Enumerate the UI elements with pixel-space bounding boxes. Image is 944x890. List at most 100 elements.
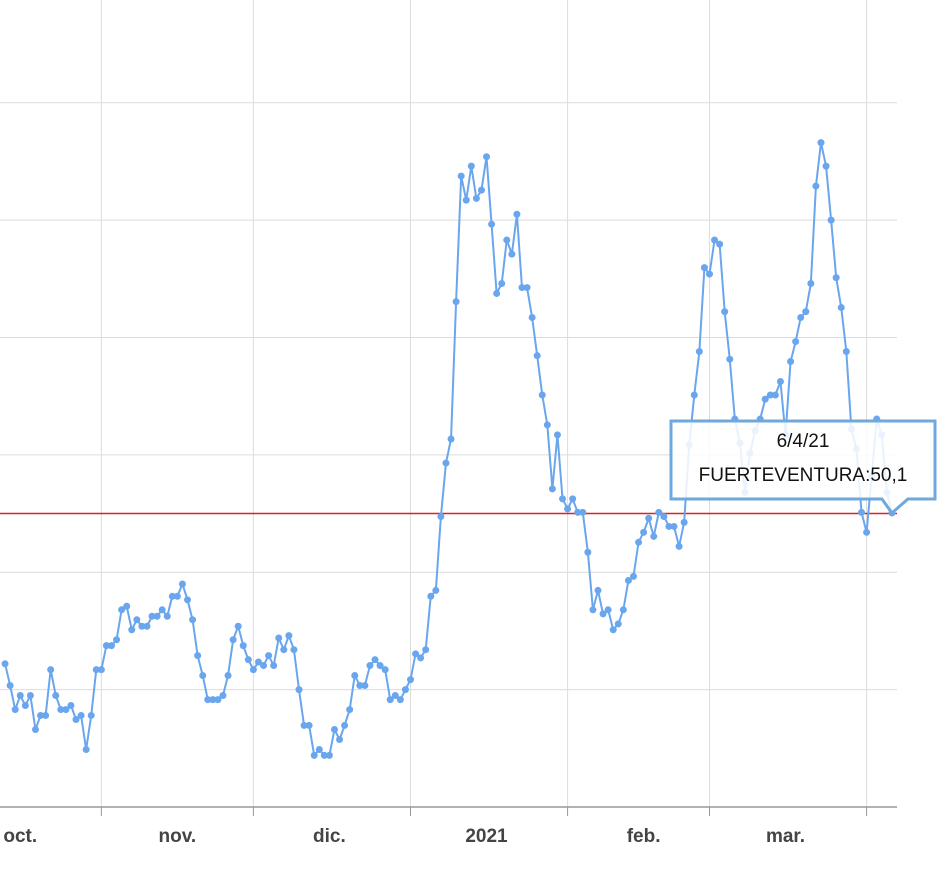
data-point <box>670 522 678 530</box>
data-point <box>533 352 541 360</box>
data-point <box>224 672 232 680</box>
data-point <box>239 642 247 650</box>
data-point <box>599 610 607 618</box>
data-point <box>87 711 95 719</box>
data-point <box>493 289 501 297</box>
data-point <box>178 580 186 588</box>
x-tick-label: nov. <box>159 826 197 847</box>
data-point <box>660 512 668 520</box>
data-point <box>675 542 683 550</box>
data-point <box>548 485 556 493</box>
data-point <box>356 682 364 690</box>
data-point <box>629 572 637 580</box>
data-point <box>249 666 257 674</box>
data-point <box>163 612 171 620</box>
data-point <box>579 508 587 516</box>
data-point <box>614 620 622 628</box>
data-point <box>523 284 531 292</box>
data-point <box>837 304 845 312</box>
data-point <box>97 666 105 674</box>
data-point <box>645 514 653 522</box>
data-point <box>477 186 485 194</box>
data-point <box>776 377 784 385</box>
data-point <box>574 508 582 516</box>
data-point <box>624 576 632 584</box>
data-point <box>315 745 323 753</box>
data-point <box>102 642 110 650</box>
data-point <box>503 236 511 244</box>
data-point <box>812 182 820 190</box>
data-point <box>107 642 115 650</box>
data-point <box>92 666 100 674</box>
data-point <box>538 391 546 399</box>
data-point <box>229 636 237 644</box>
data-point <box>822 162 830 170</box>
data-point <box>447 435 455 443</box>
data-point <box>285 632 293 640</box>
data-point <box>153 612 161 620</box>
data-point <box>832 274 840 282</box>
data-point <box>665 522 673 530</box>
data-point <box>62 706 70 714</box>
data-point <box>209 696 217 704</box>
data-point <box>280 646 288 654</box>
data-point <box>705 270 713 278</box>
data-point <box>158 606 166 614</box>
data-point <box>82 745 90 753</box>
data-point <box>123 602 131 610</box>
data-point <box>325 751 333 759</box>
data-point <box>761 395 769 403</box>
data-point <box>766 391 774 399</box>
data-point <box>807 279 815 287</box>
data-point <box>655 508 663 516</box>
data-point <box>690 391 698 399</box>
data-point <box>417 654 425 662</box>
data-point <box>189 616 197 624</box>
data-point <box>427 592 435 600</box>
data-point <box>290 646 298 654</box>
data-point <box>72 716 80 724</box>
data-point <box>361 682 369 690</box>
data-point <box>406 676 414 684</box>
data-point <box>366 662 374 670</box>
data-point <box>67 701 75 709</box>
data-point <box>391 691 399 699</box>
data-point <box>77 711 85 719</box>
data-point <box>204 696 212 704</box>
data-point <box>148 612 156 620</box>
data-point <box>270 662 278 670</box>
data-point <box>559 495 567 503</box>
data-point <box>650 532 658 540</box>
data-point <box>52 691 60 699</box>
data-point <box>569 495 577 503</box>
data-point <box>219 691 227 699</box>
data-point <box>422 646 430 654</box>
data-point <box>295 686 303 694</box>
data-point <box>351 672 359 680</box>
tooltip-box <box>669 419 937 516</box>
data-point <box>432 586 440 594</box>
data-point <box>863 528 871 536</box>
data-point <box>452 298 460 306</box>
data-point <box>711 236 719 244</box>
data-point <box>472 194 480 202</box>
data-point <box>619 606 627 614</box>
data-point <box>467 162 475 170</box>
data-point <box>21 701 29 709</box>
data-point <box>305 721 313 729</box>
data-point <box>604 606 612 614</box>
data-point <box>275 634 283 642</box>
data-point <box>173 592 181 600</box>
data-point <box>508 250 516 258</box>
data-point <box>716 240 724 248</box>
data-point <box>457 172 465 180</box>
data-point <box>584 548 592 556</box>
data-point <box>138 622 146 630</box>
data-point <box>199 672 207 680</box>
data-point <box>564 505 572 513</box>
data-point <box>184 596 192 604</box>
data-point <box>437 512 445 520</box>
data-point <box>194 652 202 660</box>
data-point <box>842 348 850 356</box>
